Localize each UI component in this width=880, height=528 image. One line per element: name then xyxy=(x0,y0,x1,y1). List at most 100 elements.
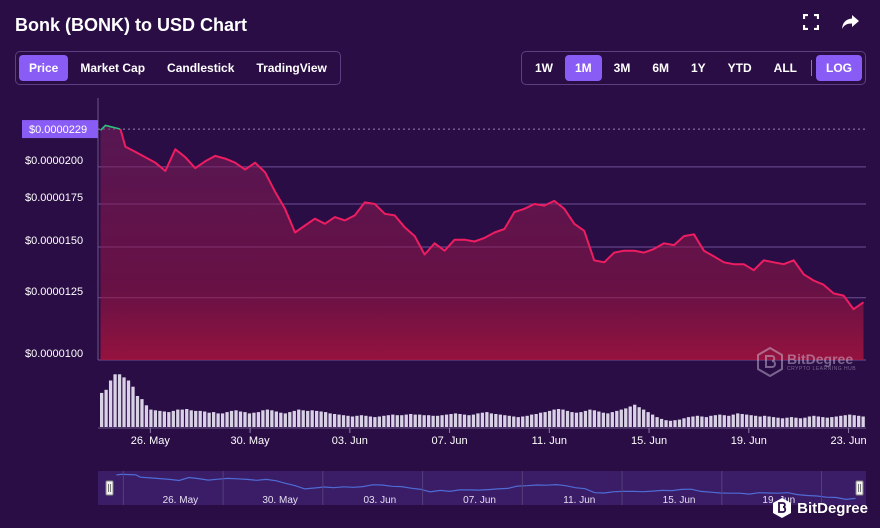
volume-bar xyxy=(561,409,565,427)
volume-bar xyxy=(368,416,373,427)
range-1m[interactable]: 1M xyxy=(564,55,602,81)
volume-bar xyxy=(117,374,122,427)
y-tick-label: $0.0000100 xyxy=(25,348,83,360)
volume-bar xyxy=(185,409,189,427)
volume-bar xyxy=(297,409,301,427)
volume-bar xyxy=(686,417,691,427)
volume-bar xyxy=(637,407,641,427)
fullscreen-icon[interactable] xyxy=(803,14,819,30)
volume-bar xyxy=(552,409,556,427)
volume-bar xyxy=(180,409,184,427)
range-1w[interactable]: 1W xyxy=(534,61,553,75)
bitdegree-logo-icon xyxy=(757,347,783,377)
volume-bar xyxy=(677,419,682,427)
volume-bar xyxy=(816,416,821,427)
brand-name: BitDegree xyxy=(797,499,868,517)
volume-bar xyxy=(740,414,744,427)
bitdegree-brand-icon xyxy=(773,498,792,518)
volume-bar xyxy=(391,414,395,427)
volume-bar xyxy=(727,415,731,427)
navigator-line xyxy=(116,473,856,501)
volume-bar xyxy=(812,415,816,427)
x-tick-label: 11. Jun xyxy=(532,435,567,447)
volume-bar xyxy=(359,415,364,427)
volume-bar xyxy=(149,409,153,427)
volume-bar xyxy=(220,413,225,427)
volume-bar xyxy=(292,410,296,427)
volume-bar xyxy=(494,414,498,427)
volume-bar xyxy=(843,415,847,427)
volume-bar xyxy=(615,410,619,427)
volume-bar xyxy=(534,414,538,427)
volume-bar xyxy=(650,414,655,427)
volume-bar xyxy=(718,414,722,427)
volume-bar xyxy=(642,409,646,427)
volume-bar xyxy=(126,380,131,427)
volume-bar xyxy=(624,408,628,427)
volume-bar xyxy=(476,413,480,427)
volume-bar xyxy=(270,410,274,427)
volume-bar xyxy=(485,412,489,427)
navigator-label: 11. Jun xyxy=(563,495,595,506)
tab-candlestick[interactable]: Candlestick xyxy=(167,61,235,75)
navigator-left-handle[interactable] xyxy=(105,480,114,496)
volume-bar xyxy=(153,410,158,427)
volume-bar xyxy=(346,415,350,427)
volume-bar xyxy=(754,415,758,427)
range-ytd[interactable]: YTD xyxy=(727,61,752,75)
volume-bar xyxy=(480,412,485,427)
volume-bar xyxy=(301,410,305,427)
current-price-box xyxy=(22,120,98,139)
tab-tradingview[interactable]: TradingView xyxy=(256,61,327,75)
volume-bar xyxy=(279,412,283,427)
share-icon[interactable] xyxy=(841,14,860,30)
price-area xyxy=(100,125,864,361)
volume-bar xyxy=(203,411,207,427)
x-tick-label: 30. May xyxy=(231,435,271,447)
volume-bar xyxy=(700,416,704,427)
x-tick-label: 07. Jun xyxy=(432,435,468,447)
tab-market-cap[interactable]: Market Cap xyxy=(80,61,146,75)
volume-bar xyxy=(547,410,552,427)
tab-price[interactable]: Price xyxy=(19,55,69,81)
watermark-tagline: CRYPTO LEARNING HUB xyxy=(787,366,857,372)
x-tick-label: 26. May xyxy=(131,435,171,447)
volume-bar xyxy=(749,415,753,427)
volume-bar xyxy=(619,409,623,427)
brand: BitDegree xyxy=(772,497,868,519)
volume-bar xyxy=(538,412,543,427)
volume-bar xyxy=(664,420,668,427)
volume-bar xyxy=(189,410,193,427)
volume-bar xyxy=(135,396,140,427)
volume-bar xyxy=(521,416,525,427)
volume-bar xyxy=(682,418,686,427)
volume-bar xyxy=(565,410,570,427)
volume-bar xyxy=(762,415,767,427)
volume-bar xyxy=(113,374,117,427)
navigator-right-handle[interactable] xyxy=(855,480,864,496)
volume-bar xyxy=(373,417,377,427)
range-3m[interactable]: 3M xyxy=(613,61,631,75)
page-title: Bonk (BONK) to USD Chart xyxy=(15,15,247,35)
y-tick-label: $0.0000150 xyxy=(25,235,83,247)
y-tick-label: $0.0000125 xyxy=(25,286,83,298)
volume-bar xyxy=(794,417,798,427)
volume-bar xyxy=(171,410,175,427)
volume-bar xyxy=(328,413,332,427)
range-6m[interactable]: 6M xyxy=(652,61,669,75)
volume-bar xyxy=(646,412,650,427)
volume-bar xyxy=(852,415,856,427)
navigator-label: 07. Jun xyxy=(463,495,496,506)
range-all[interactable]: ALL xyxy=(773,61,797,75)
volume-bar xyxy=(668,420,673,427)
volume-bar xyxy=(704,417,709,427)
volume-bar xyxy=(413,414,417,427)
volume-bar xyxy=(628,406,632,427)
volume-bar xyxy=(140,399,144,427)
volume-bar xyxy=(409,414,413,427)
log-scale-button[interactable]: LOG xyxy=(816,55,862,81)
range-1y[interactable]: 1Y xyxy=(690,61,706,75)
volume-bar xyxy=(691,416,695,427)
volume-bar xyxy=(776,417,780,427)
volume-bar xyxy=(216,413,220,427)
